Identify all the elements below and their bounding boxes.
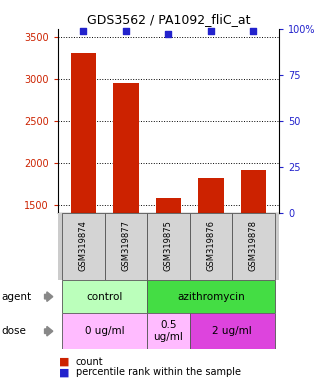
Title: GDS3562 / PA1092_fliC_at: GDS3562 / PA1092_fliC_at <box>86 13 250 26</box>
Bar <box>71 53 96 213</box>
Bar <box>241 170 266 213</box>
Point <box>208 28 214 34</box>
Text: ■: ■ <box>59 357 70 367</box>
Bar <box>189 213 232 280</box>
Bar <box>113 83 139 213</box>
Bar <box>155 198 181 213</box>
Bar <box>105 213 147 280</box>
Bar <box>147 280 275 313</box>
Text: ■: ■ <box>59 367 70 377</box>
Bar <box>147 213 189 280</box>
Bar <box>232 213 275 280</box>
Bar <box>198 178 224 213</box>
Text: control: control <box>86 291 123 302</box>
Text: GSM319875: GSM319875 <box>164 220 173 271</box>
Bar <box>147 313 189 349</box>
Text: dose: dose <box>2 326 26 336</box>
Text: GSM319878: GSM319878 <box>249 220 258 271</box>
Text: 2 ug/ml: 2 ug/ml <box>212 326 252 336</box>
Text: GSM319877: GSM319877 <box>121 220 130 271</box>
Point <box>81 28 86 34</box>
Bar <box>62 313 147 349</box>
Text: azithromycin: azithromycin <box>177 291 245 302</box>
Bar <box>62 280 147 313</box>
Text: agent: agent <box>2 291 32 302</box>
Bar <box>189 313 275 349</box>
Text: percentile rank within the sample: percentile rank within the sample <box>76 367 241 377</box>
Text: 0.5
ug/ml: 0.5 ug/ml <box>153 320 183 342</box>
Text: 0 ug/ml: 0 ug/ml <box>85 326 124 336</box>
Text: GSM319874: GSM319874 <box>79 220 88 271</box>
Text: GSM319876: GSM319876 <box>206 220 215 271</box>
Text: count: count <box>76 357 104 367</box>
Point <box>123 28 128 34</box>
Point <box>166 31 171 37</box>
Bar <box>62 213 105 280</box>
Point <box>251 28 256 34</box>
